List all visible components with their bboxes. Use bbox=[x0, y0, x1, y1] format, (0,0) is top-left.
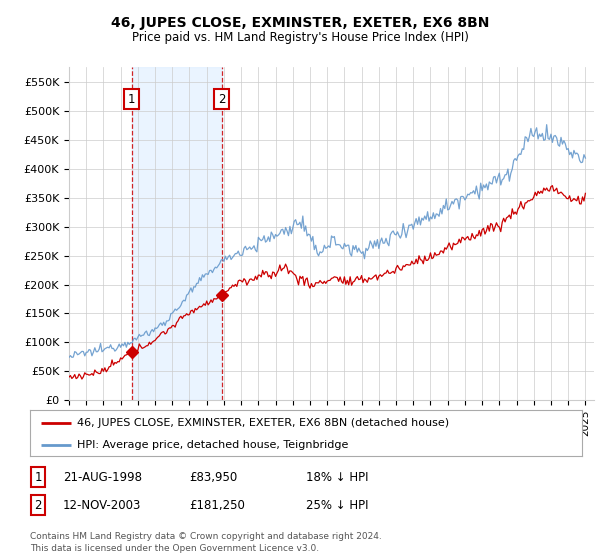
Text: 25% ↓ HPI: 25% ↓ HPI bbox=[306, 498, 368, 512]
Text: 46, JUPES CLOSE, EXMINSTER, EXETER, EX6 8BN: 46, JUPES CLOSE, EXMINSTER, EXETER, EX6 … bbox=[111, 16, 489, 30]
Text: 1: 1 bbox=[34, 470, 42, 484]
Bar bbox=[131, 67, 221, 400]
Text: 2: 2 bbox=[34, 498, 42, 512]
Text: Contains HM Land Registry data © Crown copyright and database right 2024.
This d: Contains HM Land Registry data © Crown c… bbox=[30, 533, 382, 553]
Text: 12-NOV-2003: 12-NOV-2003 bbox=[63, 498, 142, 512]
Text: Price paid vs. HM Land Registry's House Price Index (HPI): Price paid vs. HM Land Registry's House … bbox=[131, 31, 469, 44]
Text: HPI: Average price, detached house, Teignbridge: HPI: Average price, detached house, Teig… bbox=[77, 440, 348, 450]
Text: 46, JUPES CLOSE, EXMINSTER, EXETER, EX6 8BN (detached house): 46, JUPES CLOSE, EXMINSTER, EXETER, EX6 … bbox=[77, 418, 449, 428]
Text: £83,950: £83,950 bbox=[189, 470, 237, 484]
Text: 1: 1 bbox=[128, 92, 136, 106]
Text: £181,250: £181,250 bbox=[189, 498, 245, 512]
Text: 2: 2 bbox=[218, 92, 226, 106]
Text: 21-AUG-1998: 21-AUG-1998 bbox=[63, 470, 142, 484]
Text: 18% ↓ HPI: 18% ↓ HPI bbox=[306, 470, 368, 484]
